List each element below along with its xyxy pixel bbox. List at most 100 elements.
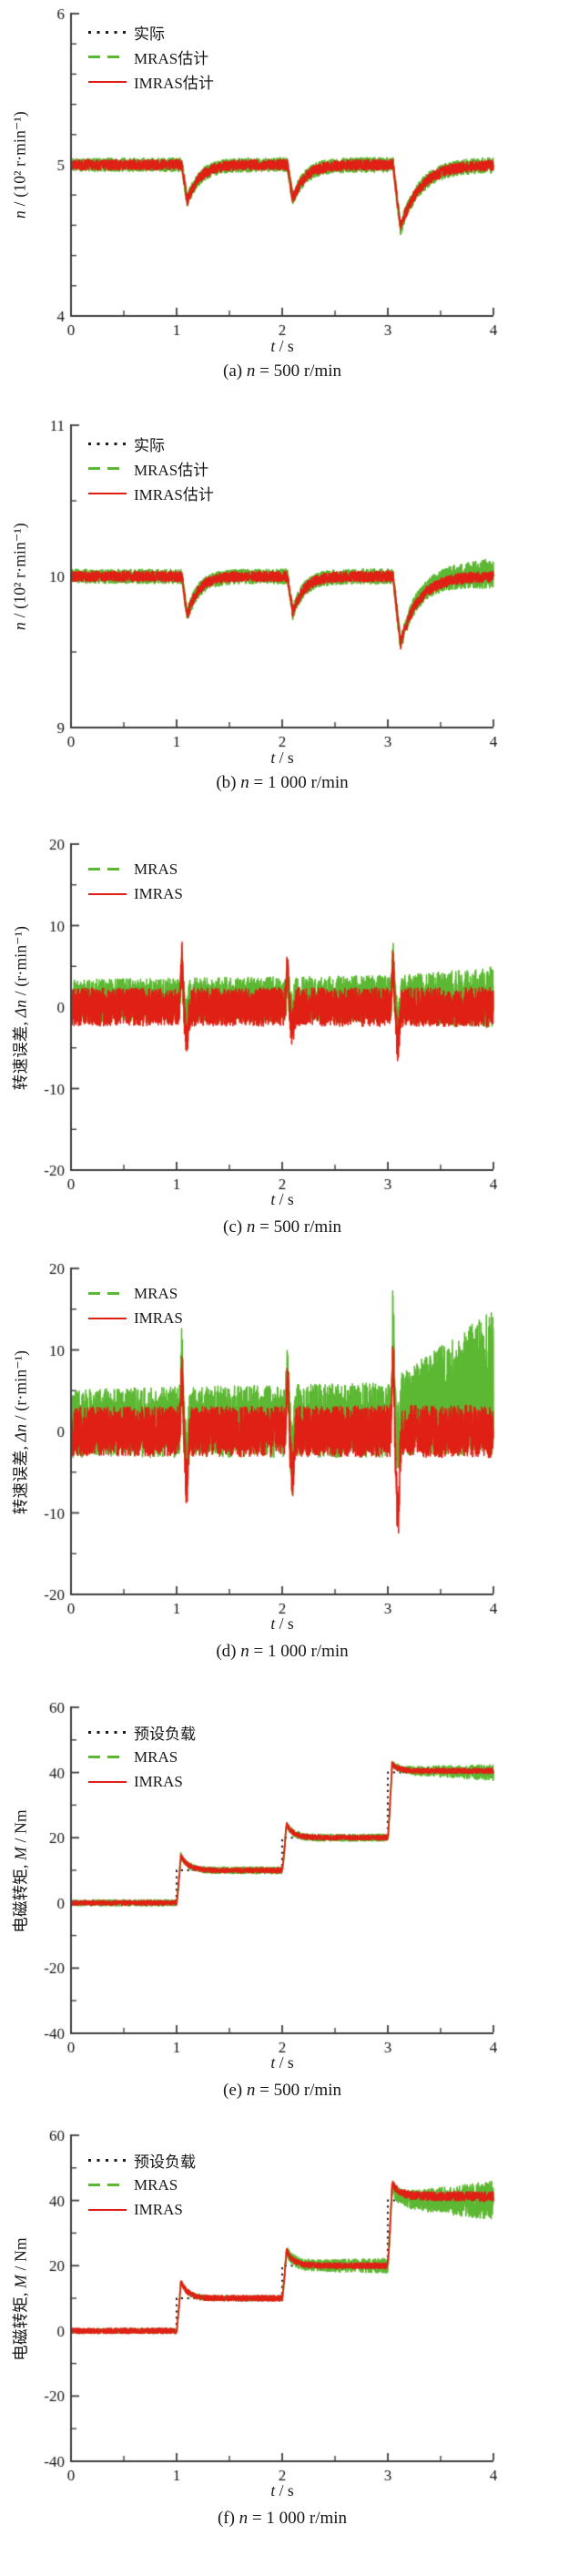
x-axis-label-units: / s	[275, 2481, 294, 2500]
legend-e: 预设负载 MRAS IMRAS	[88, 1720, 196, 1794]
chart-canvas-d	[0, 1254, 569, 1682]
subplot-b: n / (10² r·min⁻¹) 实际 MRAS估计 IMRAS估计 t / …	[0, 412, 569, 823]
chart-canvas-b	[0, 412, 569, 823]
legend-item: IMRAS	[88, 1769, 196, 1794]
solid-line-sample	[88, 1780, 127, 1783]
caption-index: (e)	[223, 2081, 247, 2100]
y-axis-label-text: 转速误差,	[11, 1017, 30, 1091]
x-axis-label-d: t / s	[270, 1614, 293, 1634]
y-axis-label-variable: n	[10, 622, 29, 630]
caption-c: (c) n = 500 r/min	[223, 1217, 341, 1237]
x-axis-label-units: / s	[275, 1190, 294, 1208]
x-axis-label-units: / s	[275, 748, 294, 767]
solid-line-sample	[88, 492, 127, 494]
caption-value: = 500 r/min	[255, 361, 341, 381]
legend-label: IMRAS	[134, 1772, 183, 1790]
subplot-f: 电磁转矩, M / Nm 预设负载 MRAS IMRAS t / s (f) n…	[0, 2121, 569, 2549]
x-axis-label-c: t / s	[270, 1190, 293, 1209]
caption-b: (b) n = 1 000 r/min	[216, 773, 348, 793]
y-axis-label-variable: Δn	[11, 1423, 30, 1442]
legend-item: MRAS	[88, 1745, 196, 1769]
caption-value: = 1 000 r/min	[249, 1642, 349, 1661]
dotted-line-sample	[88, 2159, 127, 2162]
legend-item: IMRAS	[88, 1306, 183, 1330]
solid-line-sample	[88, 1317, 127, 1319]
legend-item: MRAS估计	[88, 456, 214, 481]
y-axis-label-e: 电磁转矩, M / Nm	[9, 1809, 32, 1933]
legend-item: 预设负载	[88, 2148, 196, 2173]
legend-item: IMRAS	[88, 2197, 196, 2222]
y-axis-label-text: 电磁转矩,	[11, 1859, 30, 1933]
legend-label: 实际	[134, 437, 165, 454]
legend-c: MRAS IMRAS	[88, 857, 183, 906]
caption-variable: n	[240, 773, 249, 792]
y-axis-label-units: / (r·min⁻¹)	[11, 925, 30, 1000]
caption-index: (c)	[223, 1217, 247, 1237]
legend-label: IMRAS估计	[134, 486, 214, 504]
x-axis-label-units: / s	[275, 337, 294, 355]
legend-d: MRAS IMRAS	[88, 1281, 183, 1330]
caption-d: (d) n = 1 000 r/min	[216, 1642, 348, 1662]
x-axis-label-e: t / s	[270, 2053, 293, 2072]
y-axis-label-c: 转速误差, Δn / (r·min⁻¹)	[9, 926, 32, 1090]
chart-canvas-c	[0, 830, 569, 1257]
legend-item: MRAS	[88, 2173, 196, 2197]
legend-label: MRAS	[134, 1284, 178, 1302]
legend-label: 预设负载	[134, 2153, 196, 2171]
dotted-line-sample	[88, 31, 127, 34]
x-axis-label-units: / s	[275, 1614, 294, 1633]
legend-label: MRAS	[134, 1747, 178, 1766]
legend-label: 预设负载	[134, 1726, 196, 1743]
subplot-c: 转速误差, Δn / (r·min⁻¹) MRAS IMRAS t / s (c…	[0, 830, 569, 1257]
legend-a: 实际 MRAS估计 IMRAS估计	[88, 20, 214, 94]
y-axis-label-variable: M	[11, 1847, 30, 1860]
legend-label: IMRAS估计	[134, 75, 214, 92]
legend-item: 实际	[88, 432, 214, 456]
legend-item: IMRAS	[88, 881, 183, 906]
legend-item: IMRAS估计	[88, 481, 214, 505]
subplot-a: n / (10² r·min⁻¹) 实际 MRAS估计 IMRAS估计 t / …	[0, 0, 569, 412]
y-axis-label-units: / (r·min⁻¹)	[11, 1349, 30, 1424]
legend-item: 预设负载	[88, 1720, 196, 1745]
y-axis-label-f: 电磁转矩, M / Nm	[9, 2237, 32, 2361]
y-axis-label-text: 电磁转矩,	[11, 2287, 30, 2361]
y-axis-label-units: / Nm	[11, 2237, 30, 2276]
legend-label: MRAS估计	[134, 462, 209, 479]
y-axis-label-variable: n	[10, 210, 29, 219]
caption-index: (f)	[217, 2509, 239, 2528]
chart-canvas-a	[0, 0, 569, 412]
dashed-line-sample	[88, 1755, 127, 1759]
y-axis-label-variable: Δn	[11, 999, 30, 1018]
legend-item: MRAS	[88, 857, 183, 881]
caption-a: (a) n = 500 r/min	[223, 361, 341, 382]
y-axis-label-units: / (10² r·min⁻¹)	[10, 111, 29, 210]
legend-item: IMRAS估计	[88, 69, 214, 94]
y-axis-label-d: 转速误差, Δn / (r·min⁻¹)	[9, 1350, 32, 1514]
legend-item: 实际	[88, 20, 214, 45]
legend-b: 实际 MRAS估计 IMRAS估计	[88, 432, 214, 505]
x-axis-label-variable: t	[270, 1190, 276, 1208]
caption-value: = 1 000 r/min	[248, 2509, 348, 2528]
caption-value: = 1 000 r/min	[249, 773, 349, 792]
x-axis-label-a: t / s	[270, 337, 293, 356]
chart-canvas-f	[0, 2121, 569, 2549]
legend-label: MRAS估计	[134, 50, 209, 67]
y-axis-label-text: 转速误差,	[11, 1441, 30, 1515]
caption-index: (b)	[216, 773, 241, 792]
caption-variable: n	[246, 361, 256, 381]
caption-variable: n	[246, 1217, 256, 1237]
x-axis-label-f: t / s	[270, 2481, 293, 2500]
legend-label: IMRAS	[134, 884, 183, 902]
solid-line-sample	[88, 80, 127, 83]
legend-label: IMRAS	[134, 1308, 183, 1327]
caption-variable: n	[239, 2509, 249, 2528]
legend-label: IMRAS	[134, 2200, 183, 2218]
dashed-line-sample	[88, 466, 127, 471]
y-axis-label-b: n / (10² r·min⁻¹)	[11, 523, 30, 630]
x-axis-label-variable: t	[270, 1614, 276, 1633]
caption-variable: n	[240, 1642, 249, 1661]
legend-f: 预设负载 MRAS IMRAS	[88, 2148, 196, 2222]
caption-value: = 500 r/min	[255, 2081, 341, 2100]
legend-label: MRAS	[134, 860, 178, 878]
